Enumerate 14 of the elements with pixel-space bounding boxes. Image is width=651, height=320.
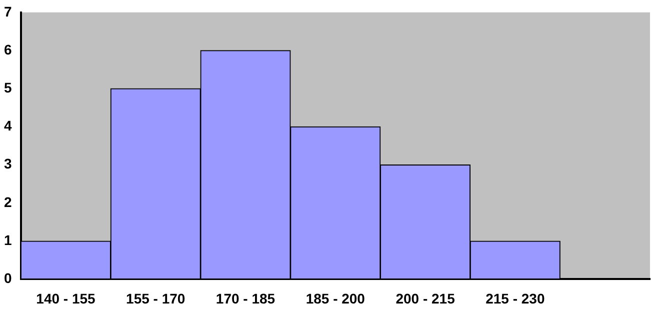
y-tick-label: 7: [4, 3, 12, 20]
y-tick-label: 0: [4, 270, 12, 286]
y-tick-label: 2: [4, 194, 12, 210]
x-tick-label: 155 - 170: [126, 290, 186, 306]
x-tick-label: 200 - 215: [396, 290, 456, 306]
x-tick-label: 185 - 200: [306, 290, 366, 306]
y-tick-label: 3: [4, 156, 12, 172]
x-tick-label: 140 - 155: [36, 290, 96, 306]
y-tick-label: 1: [4, 232, 12, 248]
x-tick-label: 170 - 185: [216, 290, 276, 306]
y-tick-label: 4: [4, 118, 12, 134]
x-tick-label: 215 - 230: [486, 290, 545, 306]
y-tick-label: 6: [4, 41, 12, 58]
y-tick-label: 5: [4, 79, 12, 96]
